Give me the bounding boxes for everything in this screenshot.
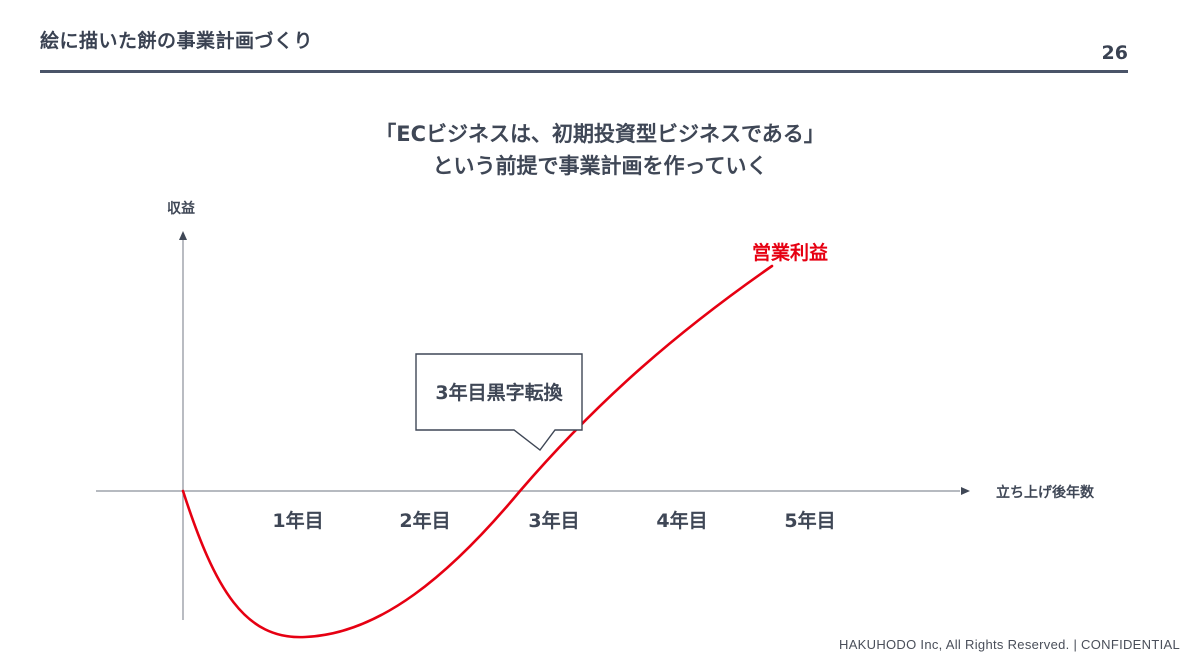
footer-copyright: HAKUHODO Inc, All Rights Reserved. | CON… [839, 637, 1180, 652]
tick-label-year-2: 2年目 [399, 509, 450, 532]
headline-line-1: 「ECビジネスは、初期投資型ビジネスである」 [375, 122, 825, 146]
slide-title: 絵に描いた餅の事業計画づくり [40, 30, 314, 52]
tick-label-year-1: 1年目 [272, 509, 323, 532]
callout-bubble [415, 353, 583, 451]
callout-text: 3年目黒字転換 [435, 381, 563, 404]
y-axis-arrow-icon [179, 231, 187, 240]
series-label-operating-profit: 営業利益 [752, 241, 828, 264]
headline-line-2: という前提で事業計画を作っていく [432, 154, 768, 178]
page-number: 26 [1101, 42, 1128, 64]
operating-profit-curve [181, 264, 774, 639]
tick-label-year-4: 4年目 [656, 509, 707, 532]
y-axis-label: 収益 [167, 200, 195, 217]
x-axis-label: 立ち上げ後年数 [996, 484, 1095, 501]
tick-label-year-5: 5年目 [784, 509, 835, 532]
header-divider [40, 70, 1128, 73]
x-axis-arrow-icon [961, 487, 970, 495]
tick-label-year-3: 3年目 [528, 509, 579, 532]
